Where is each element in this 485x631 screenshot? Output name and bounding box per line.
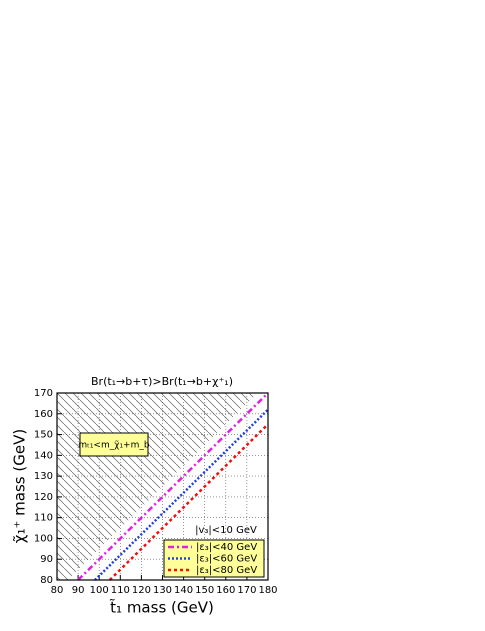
x-tick-label: 180 <box>258 585 277 596</box>
legend-label: |ε₃|<80 GeV <box>196 565 257 576</box>
x-tick-label: 150 <box>195 585 214 596</box>
x-tick-label: 140 <box>174 585 193 596</box>
legend-label: |ε₃|<40 GeV <box>196 542 257 553</box>
plot-frame <box>56 392 269 581</box>
y-tick-label: 150 <box>34 430 53 441</box>
x-tick-label: 90 <box>72 585 85 596</box>
y-tick-label: 80 <box>40 575 53 586</box>
x-tick-label: 80 <box>51 585 64 596</box>
y-axis-label: χ̃₁⁺ mass (GeV) <box>11 429 29 543</box>
y-tick-label: 100 <box>34 533 53 544</box>
x-axis-label: t̃₁ mass (GeV) <box>109 598 214 617</box>
x-tick-label: 110 <box>111 585 130 596</box>
region-label: mₜ₁<m_χ̃₁+m_b <box>78 441 149 451</box>
y-tick-label: 140 <box>34 450 53 461</box>
series-line <box>108 423 269 581</box>
y-tick-label: 170 <box>34 388 53 399</box>
legend-title: |v₃|<10 GeV <box>195 525 257 536</box>
y-tick-label: 160 <box>34 409 53 420</box>
x-tick-label: 160 <box>216 585 235 596</box>
region-label-box <box>79 432 149 457</box>
legend-label: |ε₃|<60 GeV <box>196 554 257 565</box>
y-tick-label: 90 <box>40 554 53 565</box>
x-tick-label: 170 <box>237 585 256 596</box>
y-tick-label: 130 <box>34 471 53 482</box>
chart-title: Br(t₁→b+τ)>Br(t₁→b+χ⁺₁) <box>91 375 233 388</box>
x-tick-label: 120 <box>132 585 151 596</box>
y-tick-label: 110 <box>34 513 53 524</box>
y-tick-label: 120 <box>34 492 53 503</box>
x-tick-label: 130 <box>153 585 172 596</box>
series-line <box>77 392 269 581</box>
series-line <box>94 408 269 581</box>
x-tick-label: 100 <box>90 585 109 596</box>
